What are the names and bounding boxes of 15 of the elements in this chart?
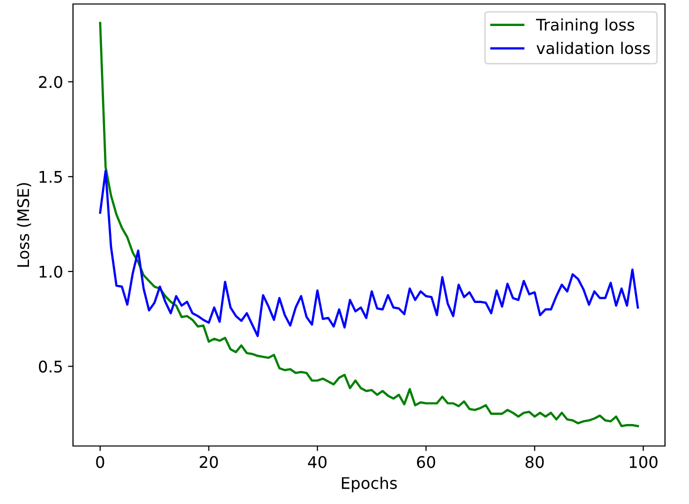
y-tick-label: 0.5 <box>38 360 62 373</box>
y-axis-title: Loss (MSE) <box>16 183 32 267</box>
x-tick-label: 40 <box>308 456 327 468</box>
x-tick-label: 0 <box>96 456 104 468</box>
x-tick-label: 20 <box>200 456 218 468</box>
y-tick-label: 1.5 <box>40 171 62 183</box>
x-axis-title: Epochs <box>342 476 397 492</box>
x-tick-label: 100 <box>630 456 658 468</box>
legend-label: Training loss <box>536 18 634 34</box>
legend-label: validation loss <box>536 42 650 54</box>
y-tick-label: 2.0 <box>39 76 62 88</box>
line-series <box>99 170 639 338</box>
y-tick-label: 1.0 <box>40 266 62 278</box>
x-tick-label: 80 <box>526 456 544 468</box>
x-tick-label: 60 <box>416 456 436 468</box>
